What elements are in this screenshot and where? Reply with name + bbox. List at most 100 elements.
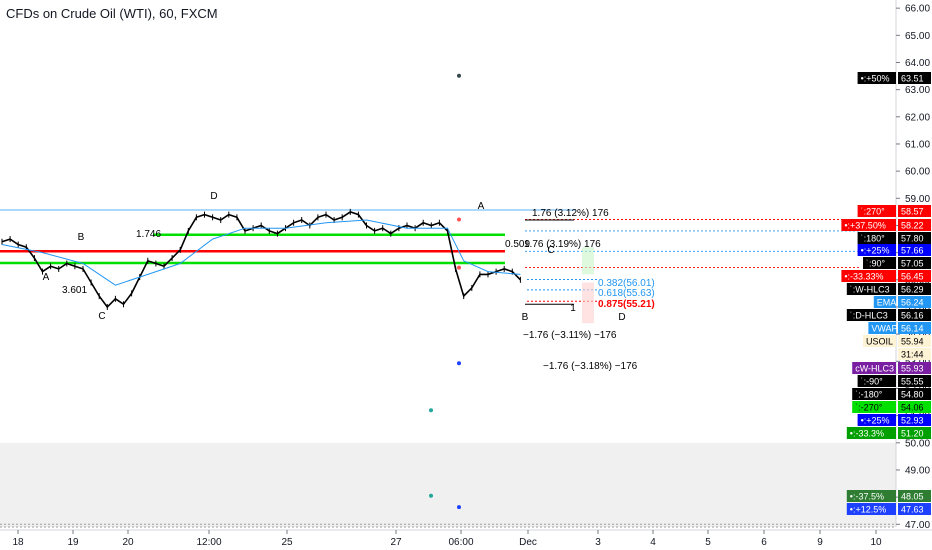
price-badge: •:+50% 63.51 (857, 72, 931, 84)
pivot-label: C (98, 311, 105, 322)
badge-value: 56.29 (901, 285, 924, 295)
badge-label: ˙:180° (861, 234, 886, 244)
badge-label-box (857, 205, 896, 217)
badge-label-box (857, 72, 896, 84)
badge-value: 31:44 (901, 350, 924, 360)
badge-value-box (898, 257, 931, 269)
badge-value-box (898, 244, 931, 256)
pivot-label: D (618, 312, 625, 323)
x-tick-label: 20 (122, 537, 134, 548)
badge-label: •:-33.3% (850, 429, 884, 439)
badge-value: 54.80 (901, 390, 924, 400)
pivot-label: B (78, 232, 85, 243)
badge-value-box (898, 219, 931, 231)
badge-value-box (898, 362, 931, 374)
price-badge: •:-33.33% 56.45 (841, 270, 931, 282)
pivot-label: A (43, 272, 50, 283)
x-tick-label: 3 (595, 537, 601, 548)
badge-label-box (863, 335, 896, 347)
badge-value-box (898, 375, 931, 387)
chart-title: CFDs on Crude Oil (WTI), 60, FXCM (6, 6, 218, 21)
badge-label: ˙:270° (861, 207, 886, 217)
grid (0, 523, 896, 528)
y-tick-label: 60.00 (905, 167, 930, 178)
y-tick-label: 65.00 (905, 31, 930, 42)
shaded-band (0, 442, 896, 527)
badge-value: 57.66 (901, 246, 924, 256)
annotations: A B C D A B C D 1 3.601 1.746 0.509 1.76 (3.12%) 176… (43, 191, 655, 372)
badge-label-box (857, 375, 896, 387)
annotation-fib: 0.382(56.01) (598, 278, 655, 289)
badge-label: •:+25% (861, 416, 890, 426)
badge-label: ˙:90° (866, 259, 886, 269)
annotation-ratio: 0.509 (505, 239, 530, 250)
x-tick-label: 18 (12, 537, 24, 548)
badge-value: 56.45 (901, 272, 924, 282)
scatter-points (429, 73, 461, 510)
badge-value-box (898, 205, 931, 217)
price-badge: EMA 56.24 (873, 296, 931, 308)
price-badge: •:+37.50% 58.22 (841, 219, 931, 231)
x-tick-label: Dec (519, 537, 537, 548)
y-tick-label: 62.00 (905, 112, 930, 123)
badge-label-box (873, 296, 896, 308)
badge-value-box (898, 296, 931, 308)
price-badge: •:-33.3% 51.20 (846, 427, 931, 439)
badge-label-box (857, 244, 896, 256)
badge-value: 47.63 (901, 505, 924, 515)
x-tick-label: 27 (390, 537, 402, 548)
scatter-point (457, 217, 461, 222)
badge-value: 55.55 (901, 377, 924, 387)
x-tick-label: 6 (761, 537, 767, 548)
badge-label: •:+50% (861, 74, 890, 84)
pivot-label: 1 (570, 303, 576, 314)
pivot-label: B (522, 312, 529, 323)
badge-value-box (898, 414, 931, 426)
annotation-fib: 0.875(55.21) (598, 299, 655, 310)
badge-label-box (846, 309, 896, 321)
scatter-point (457, 73, 461, 78)
badge-label-box (857, 414, 896, 426)
badge-value: 58.22 (901, 221, 924, 231)
y-tick-label: 63.00 (905, 85, 930, 96)
badge-value: 48.05 (901, 492, 924, 502)
price-badge: USOIL 55.94 (863, 335, 931, 347)
badge-label-box (852, 362, 896, 374)
annotation-fib: 0.618(55.63) (598, 288, 655, 299)
badge-value: 52.93 (901, 416, 924, 426)
x-tick-label: 12:00 (196, 537, 221, 548)
badge-value: 57.05 (901, 259, 924, 269)
price-badge: ˙:-270° 54.06 (852, 401, 931, 413)
badge-value-box (898, 388, 931, 400)
badge-label-box (846, 283, 896, 295)
badge-label: ˙:-270° (855, 403, 883, 413)
badge-value-box (898, 427, 931, 439)
badge-label: EMA (877, 298, 897, 308)
badge-value: 55.94 (901, 337, 924, 347)
y-tick-label: 61.00 (905, 139, 930, 150)
badge-label-box (852, 388, 896, 400)
badge-value-box (898, 335, 931, 347)
x-tick-label: 06:00 (448, 537, 473, 548)
scatter-point (457, 505, 461, 510)
badge-label: ˙:-90° (861, 377, 884, 387)
price-badge: ˙:-180° 54.80 (852, 388, 931, 400)
badge-label-box (846, 490, 896, 502)
time-axis[interactable]: 18 19 20 12:00 25 27 06:00 Dec 3 4 5 6 9 10 (0, 529, 932, 548)
badge-label: USOIL (866, 337, 893, 347)
scatter-point (457, 265, 461, 270)
badge-label: ˙:W-HLC3 (850, 285, 890, 295)
badge-label-box (852, 401, 896, 413)
x-tick-label: 10 (870, 537, 882, 548)
price-badge: ˙:90° 57.05 (863, 257, 931, 269)
price-series (1, 208, 521, 310)
price-badge: cW-HLC3 55.93 (852, 362, 931, 374)
pivot-label: D (210, 191, 217, 202)
badge-value: 55.93 (901, 364, 924, 374)
price-badge: 31:44 (898, 348, 931, 360)
pivot-label: C (547, 245, 554, 256)
badge-label-box (868, 322, 896, 334)
ema-line (1, 219, 521, 286)
badge-value: 54.06 (901, 403, 924, 413)
